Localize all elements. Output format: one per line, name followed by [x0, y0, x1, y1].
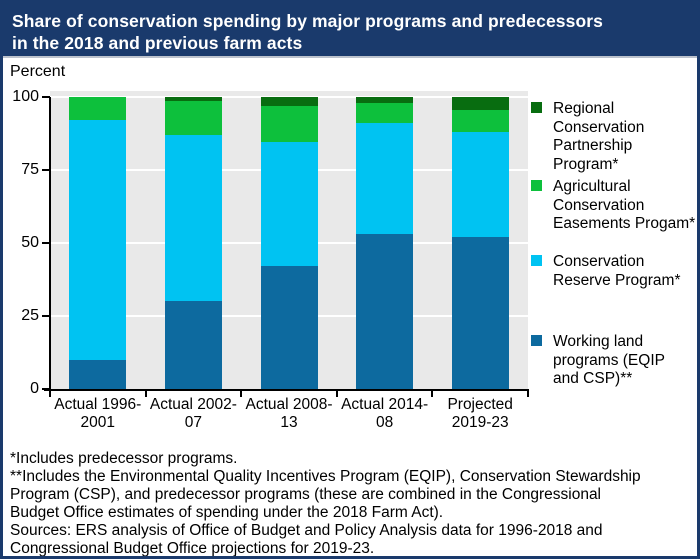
x-axis-label: Actual 2014-08: [341, 396, 429, 431]
footnote-line: *Includes predecessor programs.: [10, 450, 238, 467]
footnotes: *Includes predecessor programs. **Includ…: [3, 445, 697, 557]
bar-5: [451, 97, 509, 389]
bar-segment: [164, 101, 222, 135]
y-axis-tick: [42, 242, 50, 244]
legend-label: Conservation Reserve Program*: [553, 253, 681, 289]
x-axis-tick: [431, 389, 434, 397]
legend-item: Regional Conservation Partnership Program*: [531, 100, 697, 174]
bar-segment: [260, 266, 318, 389]
bar-3: [260, 97, 318, 389]
y-axis-tick: [42, 315, 50, 317]
x-axis-label: Projected 2019-23: [447, 396, 513, 431]
y-axis-label: 75: [21, 161, 39, 178]
legend-label: Agricultural Conservation Easements Progam…: [553, 178, 696, 232]
bar-segment: [164, 134, 222, 302]
bar-segment: [164, 301, 222, 389]
footnote-line: **Includes the Environmental Quality Inc…: [10, 468, 641, 485]
legend-item: Agricultural Conservation Easements Progam…: [531, 178, 697, 234]
y-axis-line: [49, 97, 51, 391]
chart-title-bar: Share of conservation spending by major …: [3, 3, 697, 58]
bar-segment: [451, 132, 509, 238]
legend-label: Working land programs (EQIP and CSP)**: [553, 333, 665, 387]
bar-2: [164, 97, 222, 389]
legend-label: Regional Conservation Partnership Program*: [553, 100, 645, 173]
x-axis-tick: [240, 389, 243, 397]
y-axis-label: 0: [30, 380, 39, 397]
legend-swatch: [531, 180, 542, 191]
bar-segment: [260, 97, 318, 106]
chart-title-line1: Share of conservation spending by major …: [12, 11, 603, 31]
bar-segment: [451, 110, 509, 133]
y-axis-tick: [42, 388, 50, 390]
bar-1: [69, 97, 127, 389]
legend-item: Working land programs (EQIP and CSP)**: [531, 333, 697, 389]
x-axis-label: Actual 2008-13: [245, 396, 333, 431]
bar-segment: [164, 97, 222, 102]
stacked-bar-chart: Percent 0 25 50 75 100 Actual 1996-2001 Actual…: [3, 58, 697, 445]
bar-segment: [451, 237, 509, 389]
bar-segment: [260, 142, 318, 267]
y-axis-tick: [42, 96, 50, 98]
y-axis-label: 100: [12, 88, 39, 105]
chart-title-line2: in the 2018 and previous farm acts: [12, 33, 303, 53]
bar-segment: [356, 102, 414, 124]
x-axis-tick: [144, 389, 147, 397]
x-axis-tick: [49, 389, 51, 397]
legend-swatch: [531, 255, 542, 266]
x-axis-label: Actual 2002-07: [149, 396, 237, 431]
footnote-line: Congressional Budget Office projections …: [10, 540, 375, 557]
bar-segment: [356, 97, 414, 103]
y-axis-tick: [42, 169, 50, 171]
bar-segment: [69, 120, 127, 360]
bar-segment: [356, 234, 414, 389]
legend-swatch: [531, 102, 542, 113]
bar-segment: [356, 123, 414, 235]
footnote-line: Program (CSP), and predecessor programs …: [10, 486, 602, 503]
bar-segment: [69, 97, 127, 121]
y-axis-title: Percent: [10, 63, 66, 80]
y-axis-label: 50: [21, 234, 39, 251]
legend-item: Conservation Reserve Program*: [531, 253, 697, 290]
bar-segment: [69, 359, 127, 389]
footnote-line: Sources: ERS analysis of Office of Budge…: [10, 522, 603, 539]
y-axis-label: 25: [21, 307, 39, 324]
x-axis-label: Actual 1996-2001: [54, 396, 142, 431]
bar-segment: [260, 105, 318, 143]
legend-swatch: [531, 335, 542, 346]
bar-4: [356, 97, 414, 389]
x-axis-line: [44, 389, 528, 391]
footnote-line: Budget Office estimates of spending unde…: [10, 504, 444, 521]
bar-segment: [451, 97, 509, 111]
x-axis-tick: [527, 389, 529, 397]
x-axis-tick: [335, 389, 338, 397]
